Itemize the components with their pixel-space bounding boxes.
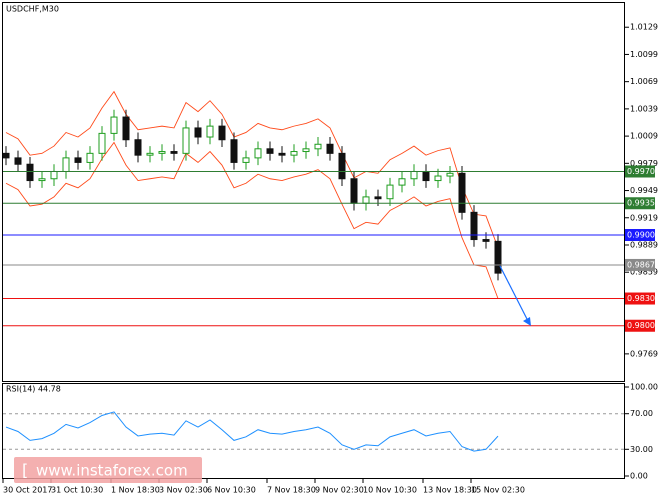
y-tick-label: 0.9919 (630, 213, 658, 222)
candle-body (398, 178, 406, 186)
rsi-tick-label: 0.00 (630, 472, 648, 481)
candle-body (74, 157, 82, 163)
price-panel (2, 90, 624, 327)
candle-body (386, 184, 394, 200)
candle-body (170, 151, 178, 154)
level-label: 0.9935 (627, 199, 655, 208)
y-tick-label: 0.9979 (630, 159, 658, 168)
candle-body (146, 152, 154, 156)
candle-body (374, 196, 382, 200)
candle-body (326, 143, 334, 154)
candle-body (434, 175, 442, 182)
level-label-box (625, 165, 655, 178)
candle-body (206, 125, 214, 138)
candle-body (350, 178, 358, 204)
watermark-box (14, 457, 202, 483)
x-tick-label: 7 Nov 18:30 (267, 486, 316, 495)
x-tick-label: 10 Nov 10:30 (363, 486, 417, 495)
y-tick-label: 0.9859 (630, 268, 658, 277)
watermark-text: www.instaforex.com (36, 462, 188, 480)
y-tick-label: 1.0099 (630, 50, 658, 59)
level-label: 0.9800 (627, 321, 655, 330)
level-label-box (625, 258, 655, 271)
price-frame (2, 2, 625, 382)
candle-body (422, 170, 430, 182)
rsi-tick-label: 100.00 (630, 383, 658, 392)
level-label: 0.9900 (627, 231, 655, 240)
candle-body (242, 157, 250, 163)
rsi-tick-label: 70.00 (630, 409, 653, 418)
y-tick-label: 0.9889 (630, 240, 658, 249)
candle-body (110, 116, 118, 134)
candle-body (254, 148, 262, 159)
level-label: 0.9830 (627, 294, 655, 303)
candle-body (194, 127, 202, 138)
candle-body (338, 152, 346, 180)
candle-body (446, 172, 454, 177)
x-tick-label: 13 Nov 18:30 (423, 486, 477, 495)
chart-title: USDCHF,M30 (6, 5, 59, 14)
candle-body (14, 157, 22, 165)
candle-body (158, 151, 166, 154)
candle-body (266, 148, 274, 154)
candle-body (62, 157, 70, 172)
x-tick-label: 3 Nov 02:30 (159, 486, 208, 495)
y-tick-label: 1.0039 (630, 104, 658, 113)
y-tick-label: 1.0129 (630, 23, 658, 32)
rsi-line (5, 411, 499, 452)
candle-body (86, 152, 94, 163)
level-label-box (625, 229, 655, 242)
candle-body (26, 163, 34, 182)
candle-body (2, 152, 10, 159)
x-tick-label: 9 Nov 02:30 (315, 486, 364, 495)
level-label-box (625, 292, 655, 305)
watermark: [ www.instaforex.com (14, 457, 202, 483)
candle-body (182, 127, 190, 154)
candle-body (122, 116, 130, 141)
rsi-tick-label: 30.00 (630, 445, 653, 454)
x-tick-label: 15 Nov 02:30 (471, 486, 525, 495)
forecast-arrow (499, 265, 529, 322)
x-tick-label: 31 Oct 10:30 (51, 486, 103, 495)
level-label-box (625, 197, 655, 210)
level-label: 0.9970 (627, 167, 655, 176)
candle-body (494, 240, 502, 274)
candle-body (482, 239, 490, 242)
y-tick-label: 1.0009 (630, 132, 658, 141)
candle-body (98, 132, 106, 154)
candle-body (302, 148, 310, 153)
rsi-frame (2, 383, 625, 479)
y-tick-label: 1.0069 (630, 77, 658, 86)
y-tick-label: 0.9949 (630, 186, 658, 195)
x-tick-label: 6 Nov 10:30 (207, 486, 256, 495)
candle-body (278, 152, 286, 156)
x-tick-label: 30 Oct 2017 (3, 486, 52, 495)
candle-body (362, 196, 370, 204)
candle-body (230, 139, 238, 163)
candle-body (50, 170, 58, 180)
candle-body (134, 139, 142, 156)
candle-body (290, 151, 298, 156)
candle-body (314, 143, 322, 150)
level-label-box (625, 319, 655, 332)
candle-body (218, 125, 226, 141)
x-tick-label: 1 Nov 18:30 (111, 486, 160, 495)
y-tick-label: 0.9769 (630, 349, 658, 358)
bracket: [ (22, 461, 28, 480)
arrow-head (523, 317, 531, 326)
candle-body (410, 170, 418, 180)
candle-body (38, 178, 46, 182)
candle-body (458, 172, 466, 213)
candle-body (470, 211, 478, 241)
level-label: 0.9867 (627, 260, 655, 269)
bollinger-upper (5, 90, 499, 248)
rsi-title: RSI(14) 44.78 (6, 385, 61, 394)
bollinger-lower (5, 141, 499, 299)
